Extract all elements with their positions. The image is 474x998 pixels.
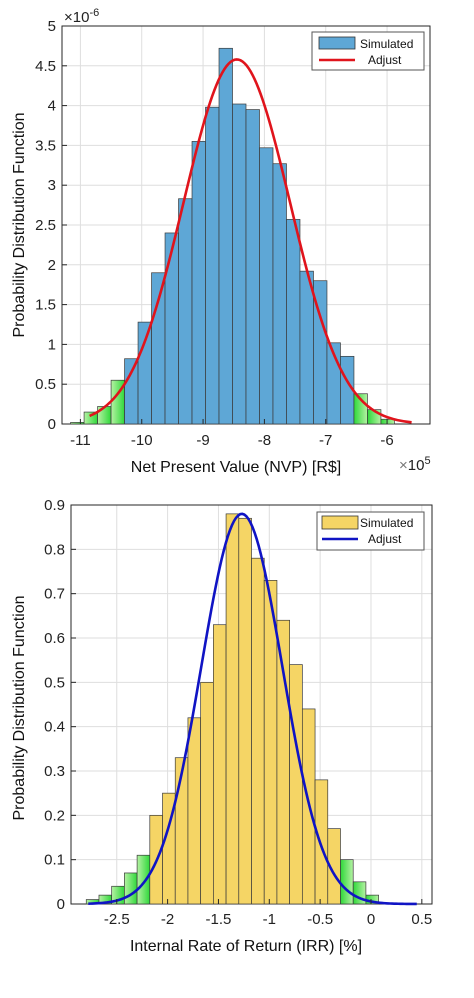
irr-bar (276, 619, 290, 905)
irr-xtick-label: -1.5 (206, 911, 232, 928)
irr-ytick-label: 0.1 (44, 852, 65, 869)
npv-xtick-label: -10 (131, 432, 153, 449)
irr-fit-curve (88, 512, 417, 906)
npv-bar (151, 272, 166, 425)
irr-xtick-label: -1 (263, 911, 276, 928)
irr-bar (225, 513, 240, 905)
npv-xticks: -11 -10 -9 -8 -7 -6 (70, 419, 394, 449)
npv-ytick-label: 4.5 (35, 58, 56, 75)
npv-y-axis-label: Probability Distribution Function (11, 113, 28, 338)
npv-xtick-label: -6 (380, 432, 393, 449)
irr-bar (124, 872, 138, 905)
npv-x-multiplier: ×105 (399, 455, 431, 474)
irr-xtick-label: 0 (367, 911, 375, 928)
irr-legend: Simulated Adjust (316, 511, 425, 551)
irr-ytick-label: 0.5 (44, 674, 65, 691)
chart-npv: -11 -10 -9 -8 -7 -6 0 0.5 1 1.5 2 2.5 3 3.5 4 4.5 5 ×10… (11, 7, 431, 476)
irr-ytick-label: 0.8 (44, 541, 65, 558)
npv-legend-patch-simulated (318, 36, 356, 50)
npv-yticks: 0 0.5 1 1.5 2 2.5 3 3.5 4 4.5 5 (35, 18, 67, 433)
npv-ytick-label: 2 (48, 257, 56, 274)
npv-legend: Simulated Adjust (311, 31, 425, 71)
npv-bar (218, 47, 233, 425)
npv-legend-label-adjust: Adjust (368, 53, 402, 67)
npv-bar (286, 219, 301, 425)
irr-x-axis-label: Internal Rate of Return (IRR) [%] (130, 938, 362, 955)
npv-ytick-label: 3 (48, 177, 56, 194)
npv-ytick-label: 5 (48, 18, 56, 35)
irr-bar (200, 681, 214, 905)
irr-bar (289, 664, 303, 905)
npv-bar (232, 103, 247, 425)
npv-xtick-label: -11 (70, 432, 91, 449)
npv-ytick-label: 0.5 (35, 376, 56, 393)
irr-xtick-label: -0.5 (307, 911, 333, 928)
npv-legend-label-simulated: Simulated (360, 37, 413, 51)
npv-fit-curve (89, 58, 412, 424)
npv-bar (178, 198, 193, 425)
irr-y-axis-label: Probability Distribution Function (11, 596, 28, 821)
irr-legend-label-simulated: Simulated (360, 516, 413, 530)
npv-bar (380, 418, 395, 425)
irr-ytick-label: 0.6 (44, 630, 65, 647)
npv-ytick-label: 1 (48, 336, 56, 353)
npv-bar (299, 270, 314, 425)
npv-bar (272, 163, 287, 425)
irr-bars (85, 513, 379, 905)
npv-bar (137, 321, 152, 425)
npv-ytick-label: 3.5 (35, 137, 56, 154)
irr-xtick-label: -2 (161, 911, 174, 928)
npv-xtick-label: -9 (196, 432, 209, 449)
irr-xticks: -2.5 -2 -1.5 -1 -0.5 0 0.5 (104, 899, 432, 928)
irr-xtick-label: 0.5 (411, 911, 432, 928)
npv-bar (205, 106, 220, 425)
npv-ytick-label: 1.5 (35, 297, 56, 314)
irr-legend-label-adjust: Adjust (368, 532, 402, 546)
npv-xtick-label: -8 (258, 432, 271, 449)
irr-bar (136, 854, 151, 905)
npv-bar (259, 147, 274, 425)
irr-xtick-label: -2.5 (104, 911, 130, 928)
npv-ytick-label: 0 (48, 416, 56, 433)
irr-ytick-label: 0.3 (44, 763, 65, 780)
npv-xtick-label: -7 (319, 432, 332, 449)
npv-x-axis-label: Net Present Value (NVP) [R$] (131, 459, 341, 476)
npv-bars (70, 47, 395, 425)
irr-ytick-label: 0.7 (44, 586, 65, 603)
npv-ytick-label: 4 (48, 98, 56, 115)
irr-bar (340, 859, 354, 905)
irr-ytick-label: 0.4 (44, 719, 65, 736)
npv-bar (164, 232, 179, 425)
irr-ytick-label: 0 (57, 896, 65, 913)
irr-ytick-label: 0.9 (44, 497, 65, 514)
npv-bar (124, 358, 139, 425)
irr-bar (213, 624, 227, 905)
npv-bar (245, 109, 260, 425)
npv-bar (191, 141, 206, 425)
irr-bar (251, 557, 265, 905)
irr-bar (238, 517, 252, 905)
chart-irr: -2.5 -2 -1.5 -1 -0.5 0 0.5 0 0.1 0.2 0.3 0.4 0.5 0.6… (11, 497, 433, 955)
irr-legend-patch-simulated (321, 515, 359, 530)
irr-bar (187, 717, 202, 905)
npv-y-multiplier: ×10-6 (64, 7, 99, 26)
npv-bar (70, 422, 85, 425)
irr-bar (314, 779, 329, 905)
irr-yticks: 0 0.1 0.2 0.3 0.4 0.5 0.6 0.7 0.8 0.9 (44, 497, 76, 913)
npv-ytick-label: 2.5 (35, 217, 56, 234)
irr-ytick-label: 0.2 (44, 807, 65, 824)
